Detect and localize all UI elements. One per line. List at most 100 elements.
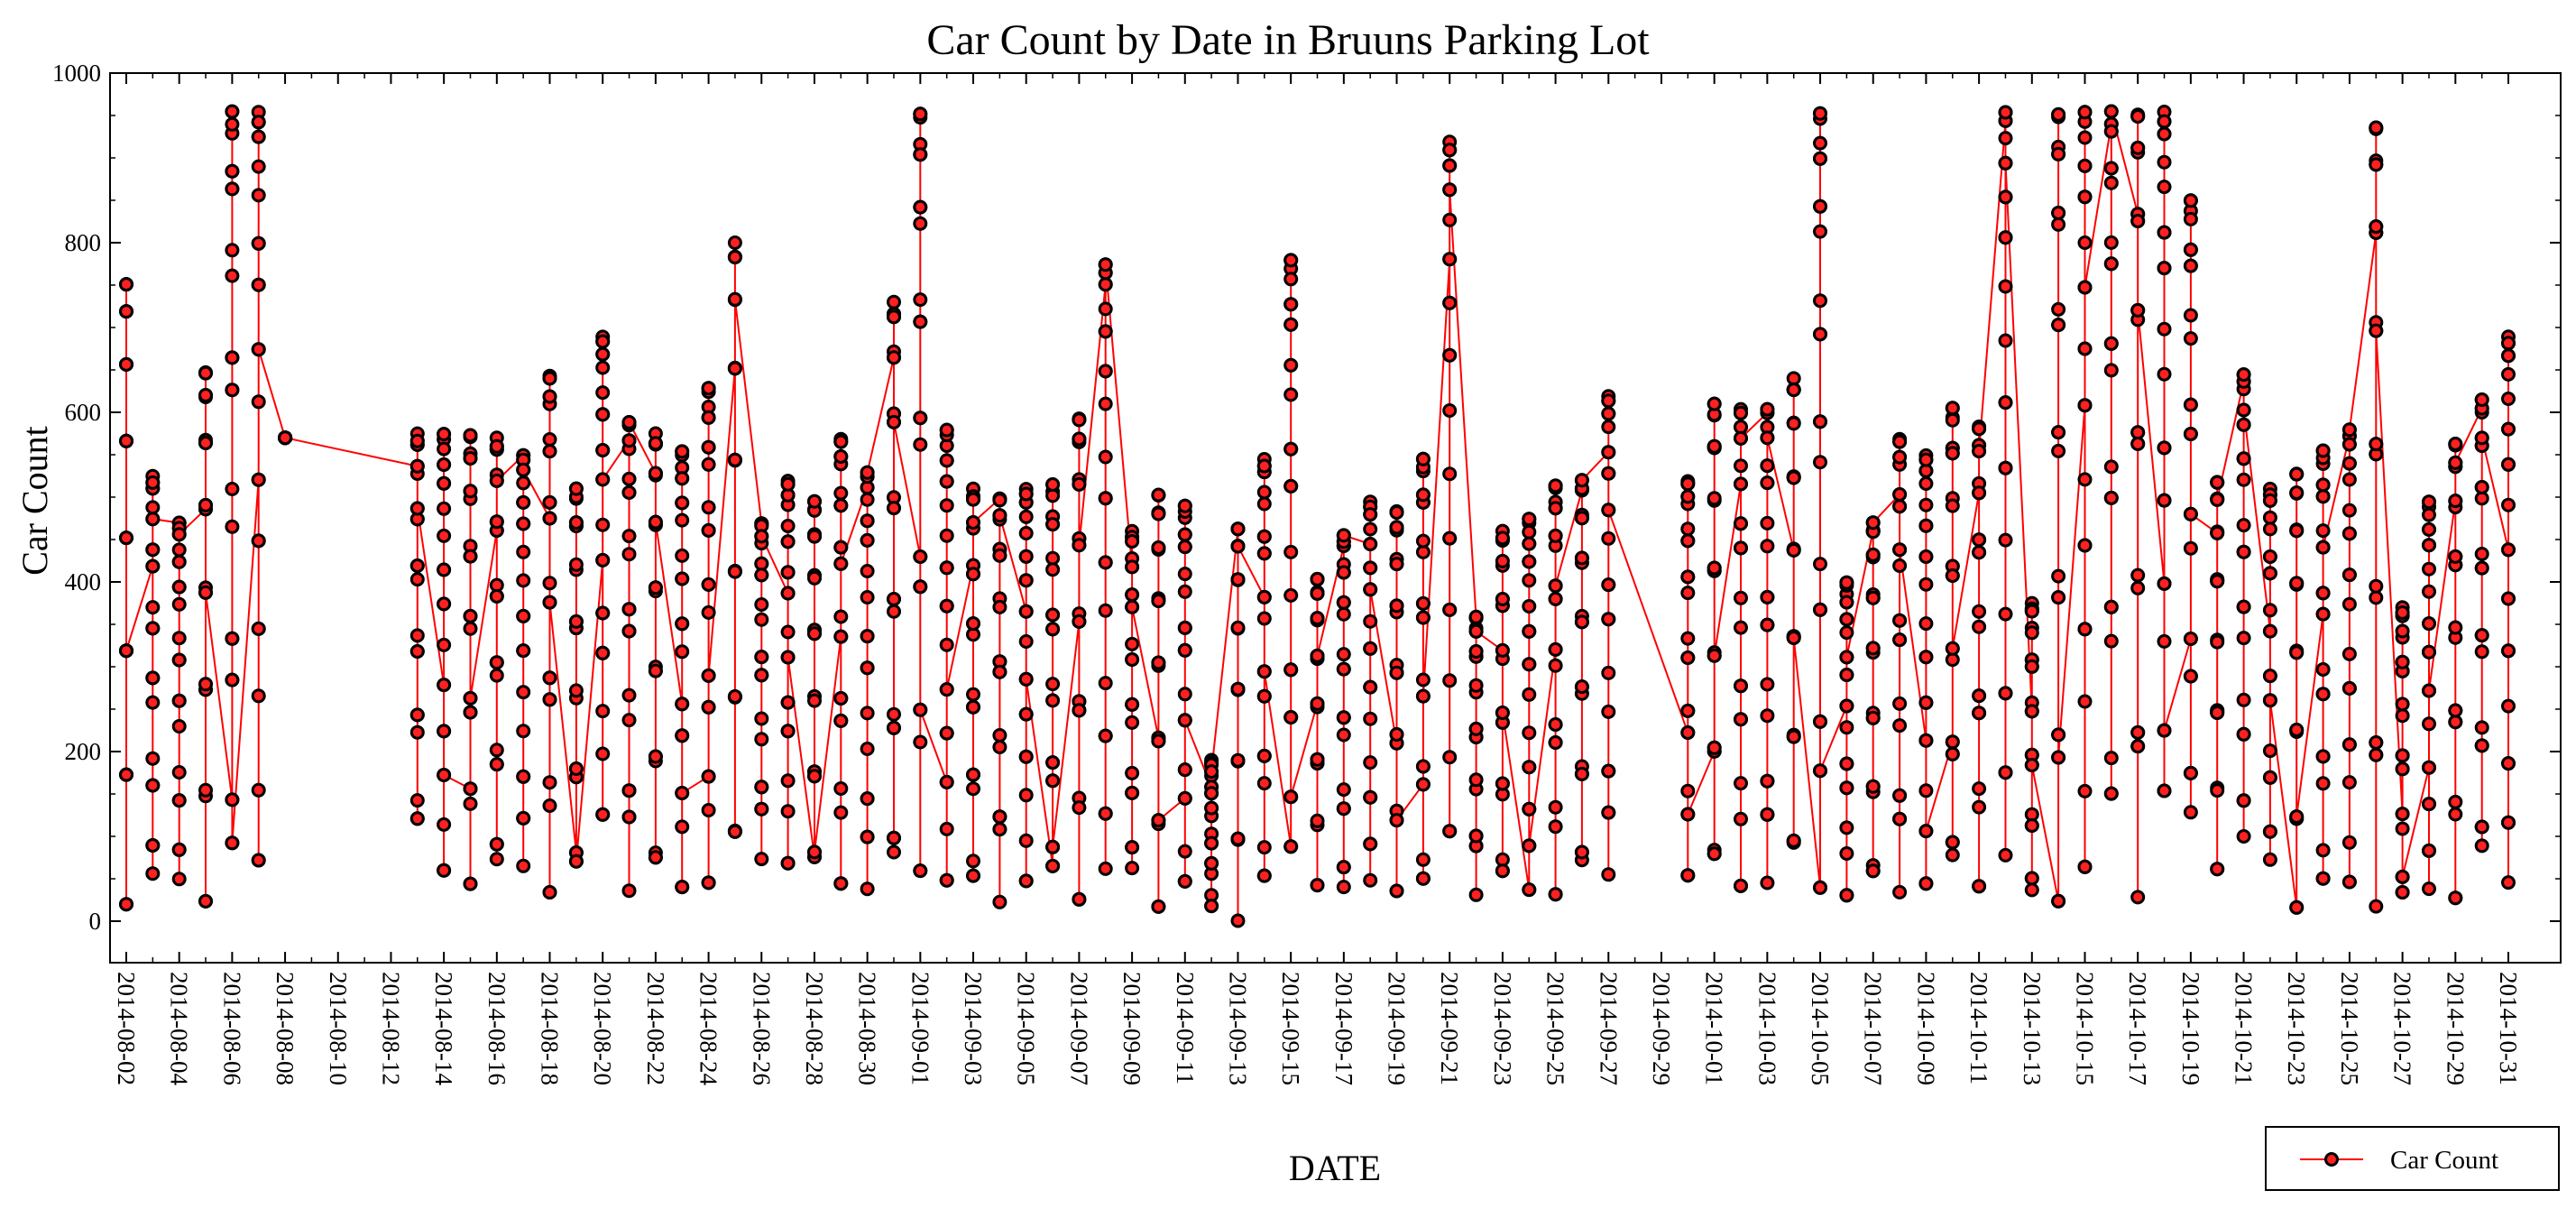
data-point: [489, 757, 504, 772]
data-point: [409, 793, 425, 808]
data-point: [1018, 788, 1034, 803]
data-point: [1601, 763, 1616, 779]
data-point: [2210, 475, 2225, 490]
data-point: [1865, 641, 1881, 656]
data-point: [2051, 206, 2066, 220]
x-tick-label: 2014-08-06: [218, 972, 245, 1085]
data-point: [2130, 425, 2146, 440]
data-point: [1336, 801, 1351, 817]
data-point: [145, 500, 161, 515]
data-point: [2262, 693, 2277, 708]
data-point: [1336, 661, 1351, 677]
data-point: [1072, 703, 1087, 718]
data-point: [1680, 533, 1696, 549]
data-point: [1786, 383, 1801, 398]
data-point: [1072, 891, 1087, 907]
data-point: [2262, 493, 2277, 508]
data-point: [1442, 531, 1458, 546]
data-point: [1892, 487, 1908, 502]
x-tick-label: 2014-08-26: [748, 972, 775, 1085]
data-point: [1389, 505, 1404, 520]
data-point: [463, 621, 478, 636]
data-point: [1230, 572, 1246, 587]
data-point: [437, 528, 452, 543]
data-point: [437, 475, 452, 491]
data-point: [1495, 642, 1510, 658]
data-point: [1601, 503, 1616, 518]
data-point: [992, 822, 1007, 837]
data-point: [2210, 783, 2225, 798]
data-point: [1892, 696, 1908, 711]
data-point: [1760, 773, 1775, 789]
data-point: [1892, 434, 1908, 449]
data-point: [1283, 441, 1299, 457]
data-point: [2474, 392, 2489, 407]
data-point: [1442, 673, 1458, 688]
data-point: [1680, 586, 1696, 601]
data-point: [701, 875, 716, 890]
x-tick-label: 2014-10-25: [2336, 972, 2363, 1085]
legend-label: Car Count: [2390, 1146, 2498, 1175]
data-point: [1018, 526, 1034, 540]
data-point: [675, 512, 690, 528]
data-point: [171, 842, 187, 857]
data-point: [1972, 879, 1987, 894]
data-point: [198, 497, 213, 512]
data-point: [939, 725, 954, 741]
data-point: [1813, 224, 1827, 239]
data-point: [1256, 868, 1272, 883]
data-point: [463, 876, 478, 891]
data-point: [145, 600, 161, 615]
data-point: [2130, 580, 2146, 595]
data-point: [1098, 861, 1113, 876]
data-point: [939, 474, 954, 489]
data-point: [2501, 392, 2516, 406]
data-point: [1760, 617, 1775, 632]
data-point: [833, 629, 849, 644]
data-point: [1125, 785, 1140, 800]
data-point: [1760, 875, 1775, 890]
data-point: [1098, 603, 1113, 618]
data-point: [2474, 560, 2489, 576]
data-point: [489, 836, 504, 852]
data-point: [1972, 799, 1987, 815]
data-point: [621, 602, 637, 617]
data-point: [2474, 738, 2489, 753]
data-point: [2501, 348, 2516, 364]
data-point: [489, 588, 504, 604]
data-point: [1045, 773, 1061, 789]
data-point: [887, 830, 901, 845]
data-point: [119, 897, 133, 912]
data-point: [860, 629, 875, 644]
data-point: [119, 304, 133, 319]
data-point: [2501, 336, 2516, 351]
data-point: [2103, 459, 2119, 475]
data-point: [1125, 587, 1140, 603]
data-point: [2501, 591, 2516, 606]
data-point: [1998, 686, 2013, 701]
data-point: [2289, 645, 2305, 660]
data-point: [966, 515, 980, 530]
data-point: [966, 687, 980, 702]
data-point: [1574, 550, 1589, 566]
data-point: [2501, 366, 2516, 382]
data-point: [2341, 646, 2357, 661]
data-point: [1177, 713, 1192, 728]
data-point: [648, 580, 663, 595]
data-point: [1442, 824, 1458, 839]
data-point: [1230, 539, 1246, 554]
data-point: [568, 683, 584, 698]
x-tick-label: 2014-09-13: [1224, 972, 1251, 1085]
data-point: [2262, 743, 2277, 759]
x-tick-label: 2014-09-07: [1065, 972, 1092, 1085]
data-point: [1839, 780, 1854, 796]
data-point: [1865, 515, 1881, 531]
data-point: [2051, 443, 2066, 458]
data-point: [2422, 843, 2436, 858]
data-point: [595, 443, 611, 457]
data-point: [1998, 230, 2013, 245]
data-point: [463, 428, 478, 443]
data-point: [1151, 734, 1166, 749]
data-point: [2262, 852, 2277, 867]
